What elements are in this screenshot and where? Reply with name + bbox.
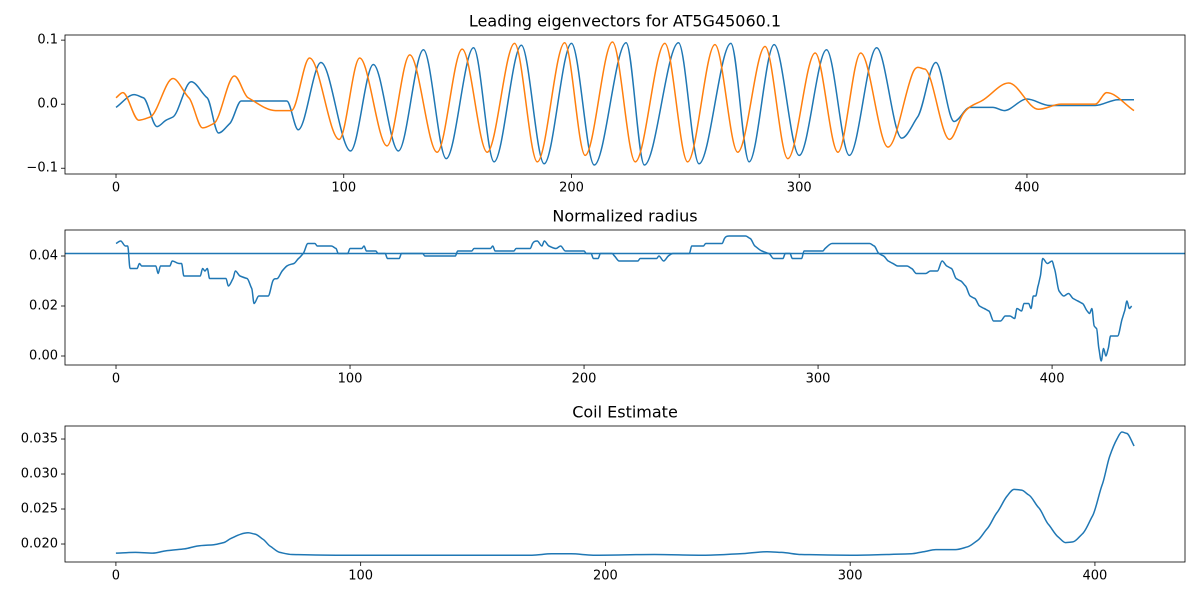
y-tick-label: 0.035 — [21, 432, 58, 447]
x-tick-label: 200 — [593, 569, 618, 584]
y-tick-label: 0.02 — [29, 299, 58, 314]
x-tick-label: 400 — [1015, 181, 1040, 196]
plot-frame — [64, 425, 1186, 563]
y-tick-label: 0.030 — [21, 467, 58, 482]
data-line — [115, 41, 1134, 166]
data-line — [115, 41, 1135, 163]
x-tick-label: 400 — [1040, 372, 1065, 387]
x-tick-label: 100 — [348, 569, 373, 584]
chart-title: Normalized radius — [552, 207, 697, 226]
y-tick-label: 0.04 — [29, 249, 58, 264]
data-line — [115, 235, 1133, 362]
x-tick-label: 0 — [112, 569, 120, 584]
x-tick-label: 0 — [112, 181, 120, 196]
x-tick-label: 0 — [112, 372, 120, 387]
plot-frame — [64, 34, 1186, 175]
plot-frame — [64, 229, 1186, 366]
x-tick-label: 400 — [1083, 569, 1108, 584]
x-tick-label: 300 — [787, 181, 812, 196]
x-tick-label: 200 — [572, 372, 597, 387]
x-tick-label: 100 — [338, 372, 363, 387]
y-tick-label: 0.0 — [37, 97, 58, 112]
x-tick-label: 100 — [331, 181, 356, 196]
x-tick-label: 300 — [838, 569, 863, 584]
y-tick-label: 0.025 — [21, 502, 58, 517]
y-tick-label: −0.1 — [26, 161, 58, 176]
y-tick-label: 0.1 — [37, 33, 58, 48]
chart-title: Coil Estimate — [572, 403, 678, 422]
x-tick-label: 200 — [559, 181, 584, 196]
y-tick-label: 0.00 — [29, 349, 58, 364]
data-line — [115, 431, 1135, 556]
y-tick-label: 0.020 — [21, 537, 58, 552]
chart-title: Leading eigenvectors for AT5G45060.1 — [469, 12, 781, 31]
x-tick-label: 300 — [806, 372, 831, 387]
